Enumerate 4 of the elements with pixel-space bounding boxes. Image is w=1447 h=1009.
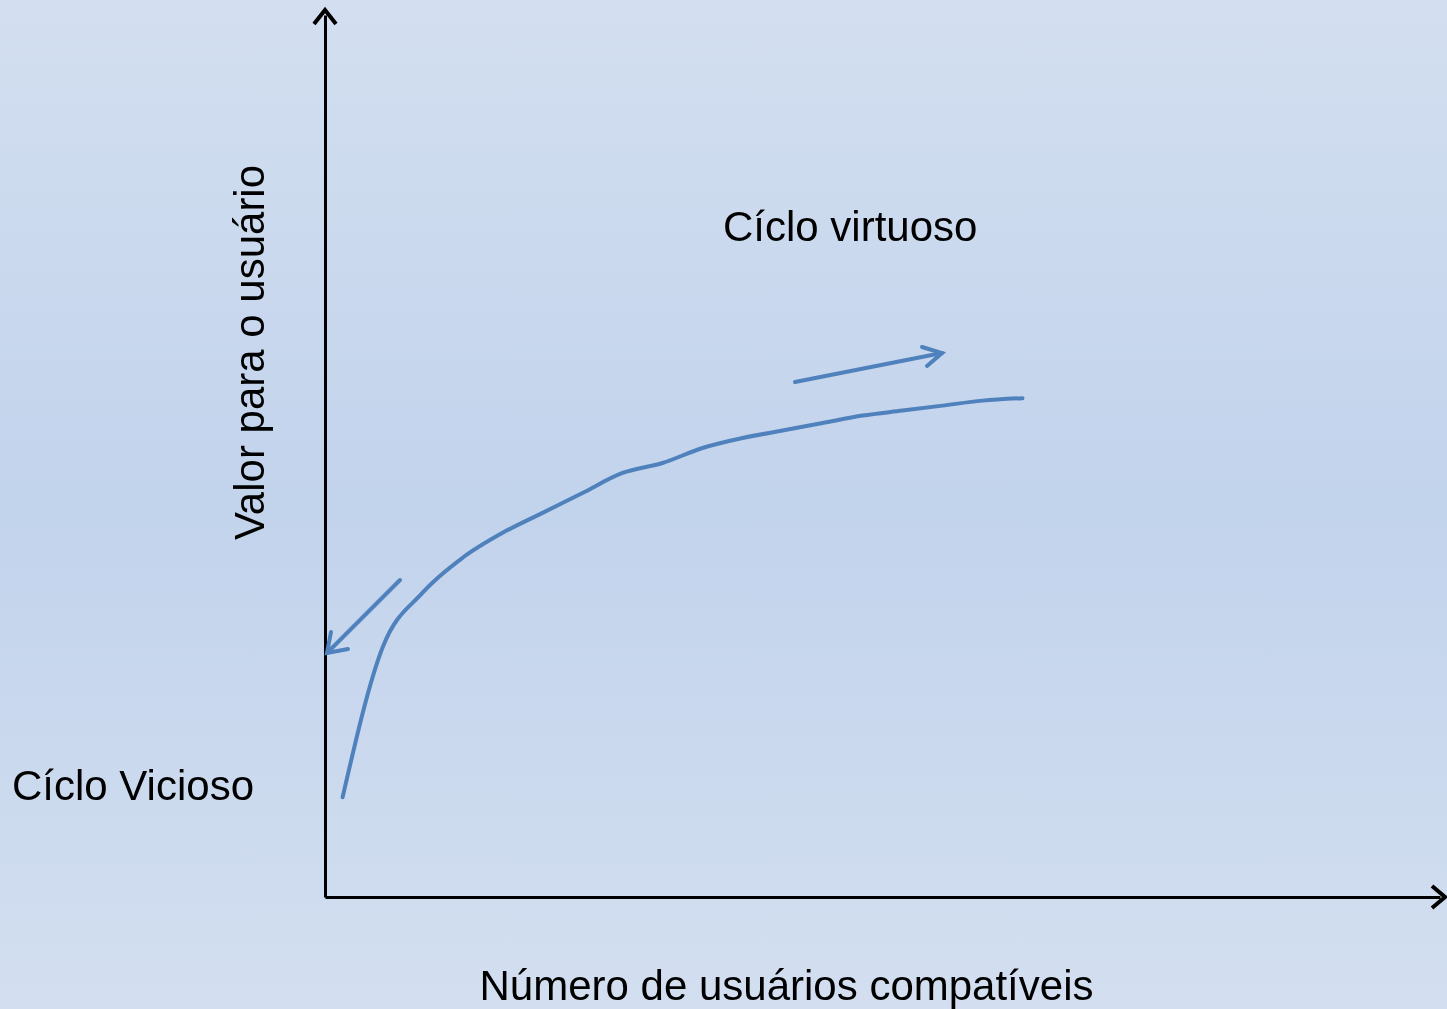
- y-axis-title: Valor para o usuário: [225, 164, 273, 541]
- text: Cíclo Vicioso: [12, 762, 254, 810]
- text: Cíclo virtuoso: [723, 203, 978, 251]
- x-axis-title: Número de usuários compatíveis: [479, 961, 1094, 1009]
